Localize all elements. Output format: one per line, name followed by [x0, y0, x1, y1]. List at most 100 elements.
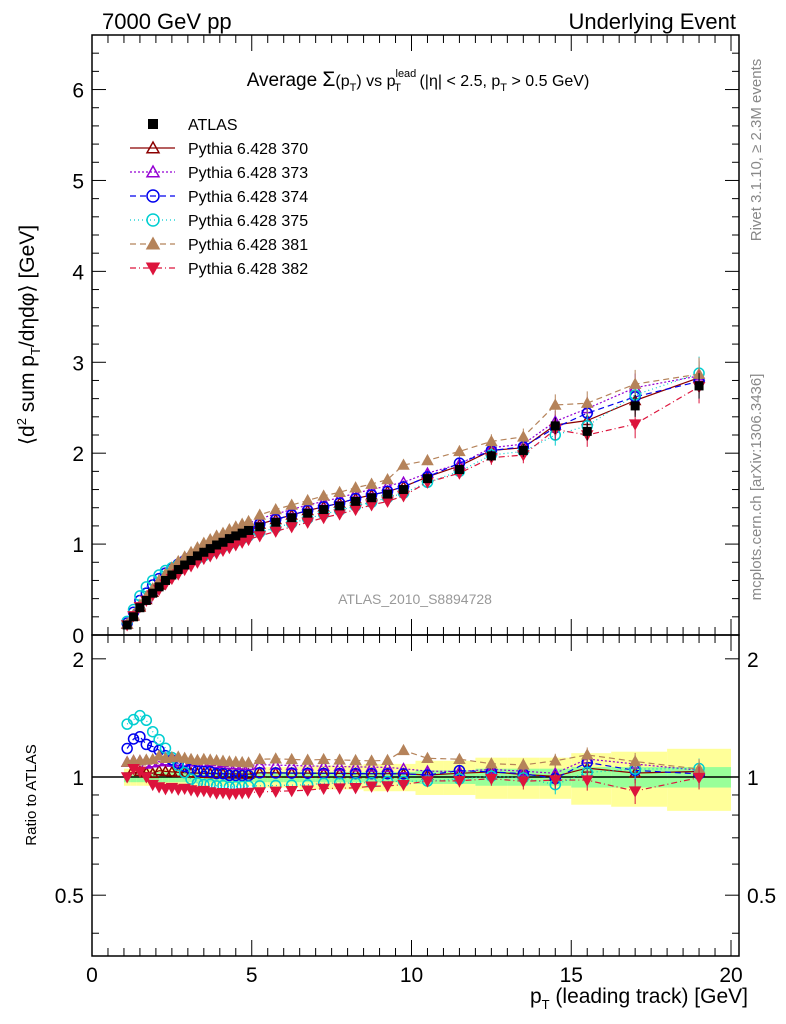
- series-ratio-point: [242, 787, 255, 800]
- y-axis-label-main: ⟨d2 sum pT/dηdφ⟩ [GeV]: [14, 225, 43, 445]
- series-ratio-point: [301, 785, 314, 797]
- legend-entry-6: Pythia 6.428 382: [130, 261, 308, 278]
- series-point: [285, 522, 298, 534]
- atlas-point: [454, 465, 464, 475]
- atlas-point: [205, 544, 215, 554]
- series-ratio-point: [127, 713, 140, 726]
- series-ratio-point: [134, 730, 146, 743]
- series-ratio-point: [253, 787, 267, 799]
- atlas-point: [186, 555, 196, 565]
- legend-entry-2: Pythia 6.428 373: [130, 164, 308, 182]
- series-ratio-point: [317, 752, 330, 765]
- series-ratio-point: [242, 756, 255, 768]
- series-ratio-point: [365, 767, 378, 780]
- legend-label: Pythia 6.428 375: [188, 213, 308, 230]
- legend-label: Pythia 6.428 381: [188, 237, 308, 254]
- series-ratio-point: [146, 725, 159, 738]
- series-ratio-point: [381, 760, 394, 773]
- series-line: [126, 372, 700, 622]
- series-ratio-point: [397, 779, 410, 792]
- series-point: [381, 473, 394, 485]
- atlas-point: [303, 508, 313, 518]
- y-tick-label-main: 6: [72, 80, 84, 103]
- series-point: [229, 540, 243, 552]
- series-ratio-point: [185, 773, 197, 785]
- x-tick-label: 10: [400, 964, 423, 987]
- series-ratio-point: [549, 754, 562, 766]
- series-ratio-point: [421, 776, 434, 788]
- main-panel-data: [120, 356, 706, 632]
- series-point: [421, 453, 434, 466]
- series-ratio-point: [317, 759, 330, 771]
- legend-marker: [145, 236, 161, 250]
- series-ratio-point: [301, 759, 314, 771]
- series-main-4: [120, 357, 706, 629]
- series-ratio-point: [159, 764, 172, 777]
- legend-marker: [146, 213, 160, 227]
- series-ratio-point: [140, 738, 153, 751]
- atlas-point: [173, 565, 183, 575]
- series-ratio-point: [628, 786, 642, 798]
- legend-marker: [145, 164, 161, 178]
- series-point: [628, 377, 642, 389]
- atlas-point: [422, 474, 432, 484]
- atlas-point: [218, 537, 228, 547]
- series-ratio-5: [120, 763, 706, 805]
- series-ratio-point: [140, 714, 153, 727]
- series-ratio-point: [580, 775, 594, 787]
- header-right: Underlying Event: [568, 9, 736, 34]
- series-point: [365, 477, 378, 489]
- atlas-point: [160, 575, 170, 585]
- atlas-point: [335, 501, 345, 511]
- series-ratio-point: [301, 753, 314, 765]
- analysis-watermark: ATLAS_2010_S8894728: [338, 591, 492, 607]
- atlas-point: [694, 381, 704, 391]
- series-ratio-point: [269, 786, 282, 798]
- series-ratio-point: [127, 733, 140, 745]
- series-ratio-point: [269, 752, 282, 764]
- series-ratio-point: [381, 781, 394, 793]
- series-ratio-point: [133, 766, 147, 778]
- series-ratio-point: [381, 753, 394, 766]
- series-ratio-point: [365, 754, 378, 766]
- series-ratio-point: [152, 764, 166, 776]
- series-ratio-point: [230, 769, 242, 782]
- atlas-point: [167, 570, 177, 580]
- series-ratio-point: [365, 760, 378, 772]
- series-ratio-point: [333, 753, 346, 765]
- series-ratio-point: [453, 752, 466, 764]
- series-ratio-point: [317, 783, 330, 796]
- legend-entry-3: Pythia 6.428 374: [130, 189, 308, 206]
- atlas-point: [180, 560, 190, 570]
- panel-frames: [91, 34, 740, 957]
- series-ratio-point: [198, 765, 210, 778]
- series-ratio-point: [152, 749, 166, 761]
- series-point: [301, 517, 314, 529]
- series-ratio-point: [191, 765, 204, 777]
- atlas-point: [518, 445, 528, 455]
- series-ratio-point: [120, 772, 134, 784]
- series-ratio-point: [197, 766, 211, 779]
- series-ratio-point: [485, 757, 498, 769]
- y-tick-label-ratio: 0.5: [55, 885, 84, 908]
- legend-label: Pythia 6.428 374: [188, 189, 308, 206]
- chart-texts: 7000 GeV pp Underlying Event Average Σ(p…: [14, 9, 765, 1012]
- series-ratio-point: [165, 765, 179, 777]
- series-point: [317, 489, 330, 501]
- series-ratio-point: [517, 776, 530, 788]
- series-ratio-point: [146, 740, 159, 753]
- series-main-3: [121, 356, 705, 628]
- legend: ATLAS Pythia 6.428 370 Pythia 6.428 373 Pyt…: [130, 117, 308, 278]
- series-ratio-point: [253, 767, 266, 779]
- atlas-data: [122, 373, 704, 630]
- series-ratio-point: [121, 742, 133, 755]
- chart-title: Average Σ(pT) vs plead T (|η| < 2.5, pT >…: [247, 68, 590, 94]
- atlas-point: [154, 582, 164, 592]
- series-line: [126, 373, 700, 625]
- atlas-point: [237, 528, 247, 538]
- atlas-point: [630, 401, 640, 411]
- series-point: [349, 481, 362, 493]
- series-ratio-point: [153, 733, 165, 746]
- atlas-point: [135, 603, 145, 613]
- series-point: [253, 508, 267, 520]
